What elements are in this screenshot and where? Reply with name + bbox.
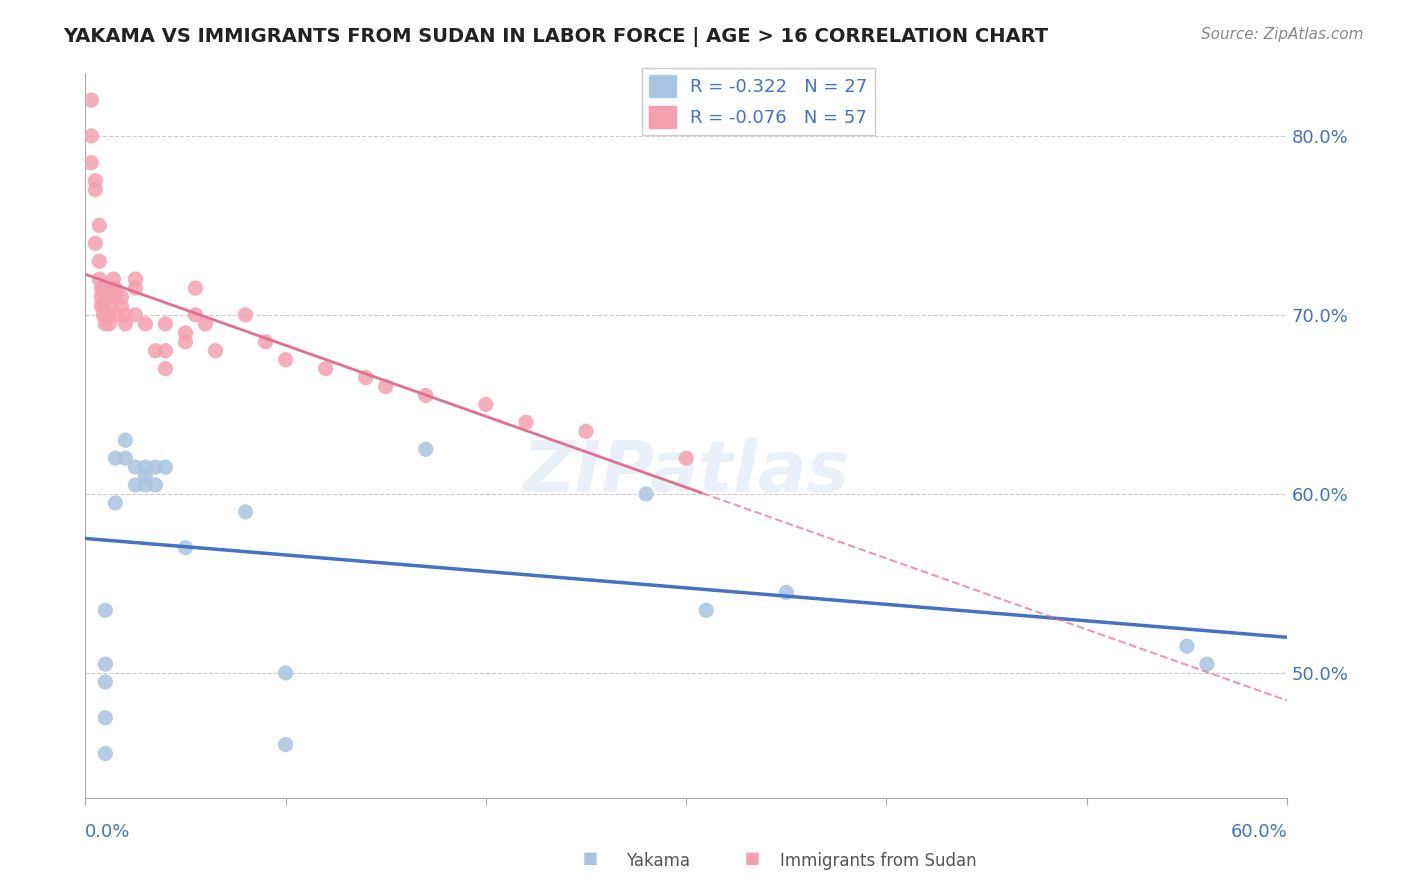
Point (90, 299, 112, 313)
Point (124, 308, 146, 322)
Point (110, 299, 132, 313)
Text: ▪: ▪ (744, 846, 761, 870)
Point (184, 281, 207, 295)
Point (94, 308, 117, 322)
Point (155, 317, 177, 331)
Point (155, 343, 177, 358)
Point (114, 308, 136, 322)
Text: Source: ZipAtlas.com: Source: ZipAtlas.com (1201, 27, 1364, 42)
Point (91, 308, 114, 322)
Point (145, 343, 167, 358)
Point (94, 711, 117, 725)
Point (775, 585, 797, 599)
Point (145, 460, 167, 475)
Point (124, 272, 146, 286)
Point (695, 603, 717, 617)
Point (110, 290, 132, 304)
Point (94, 603, 117, 617)
Point (104, 496, 127, 510)
Point (274, 738, 297, 752)
Point (134, 478, 156, 492)
Point (1175, 639, 1198, 653)
Point (315, 361, 337, 376)
Point (103, 281, 125, 295)
Point (124, 460, 146, 475)
Point (235, 308, 257, 322)
Point (89, 254, 111, 268)
Point (84, 174, 107, 188)
Point (94, 308, 117, 322)
Point (124, 281, 146, 295)
Point (124, 478, 146, 492)
Point (94, 290, 117, 304)
Point (636, 487, 658, 501)
Point (90, 281, 112, 295)
Point (174, 326, 197, 340)
Point (80, 155, 103, 169)
Point (274, 352, 297, 367)
Point (235, 505, 257, 519)
Point (94, 657, 117, 671)
Point (354, 370, 377, 384)
Point (84, 183, 107, 197)
Point (114, 451, 136, 466)
Point (155, 361, 177, 376)
Point (90, 290, 112, 304)
Point (84, 236, 107, 251)
Legend: R = -0.322   N = 27, R = -0.076   N = 57: R = -0.322 N = 27, R = -0.076 N = 57 (641, 68, 875, 136)
Text: 60.0%: 60.0% (1230, 823, 1286, 841)
Point (98, 317, 121, 331)
Point (134, 317, 156, 331)
Text: Immigrants from Sudan: Immigrants from Sudan (780, 852, 977, 870)
Text: YAKAMA VS IMMIGRANTS FROM SUDAN IN LABOR FORCE | AGE > 16 CORRELATION CHART: YAKAMA VS IMMIGRANTS FROM SUDAN IN LABOR… (63, 27, 1049, 46)
Point (104, 308, 127, 322)
Point (475, 397, 498, 411)
Point (80, 93, 103, 107)
Point (174, 334, 197, 349)
Point (204, 343, 226, 358)
Point (415, 388, 437, 402)
Point (91, 299, 114, 313)
Point (145, 478, 167, 492)
Point (104, 451, 127, 466)
Point (103, 272, 125, 286)
Point (254, 334, 277, 349)
Point (134, 460, 156, 475)
Point (98, 299, 121, 313)
Point (91, 281, 114, 295)
Point (94, 747, 117, 761)
Point (274, 665, 297, 680)
Point (98, 308, 121, 322)
Point (104, 290, 127, 304)
Point (114, 434, 136, 448)
Text: ▪: ▪ (582, 846, 599, 870)
Point (174, 541, 197, 555)
Point (575, 425, 598, 439)
Point (515, 415, 537, 429)
Point (184, 308, 207, 322)
Point (80, 128, 103, 143)
Point (1195, 657, 1218, 671)
Text: 0.0%: 0.0% (86, 823, 131, 841)
Point (94, 317, 117, 331)
Point (415, 442, 437, 457)
Point (374, 379, 396, 393)
Point (155, 460, 177, 475)
Point (194, 317, 217, 331)
Point (94, 675, 117, 690)
Point (675, 451, 697, 466)
Point (104, 281, 127, 295)
Point (89, 272, 111, 286)
Point (134, 469, 156, 483)
Text: Yakama: Yakama (626, 852, 690, 870)
Text: ZIPatlas: ZIPatlas (523, 438, 849, 507)
Point (94, 281, 117, 295)
Point (114, 317, 136, 331)
Point (89, 219, 111, 233)
